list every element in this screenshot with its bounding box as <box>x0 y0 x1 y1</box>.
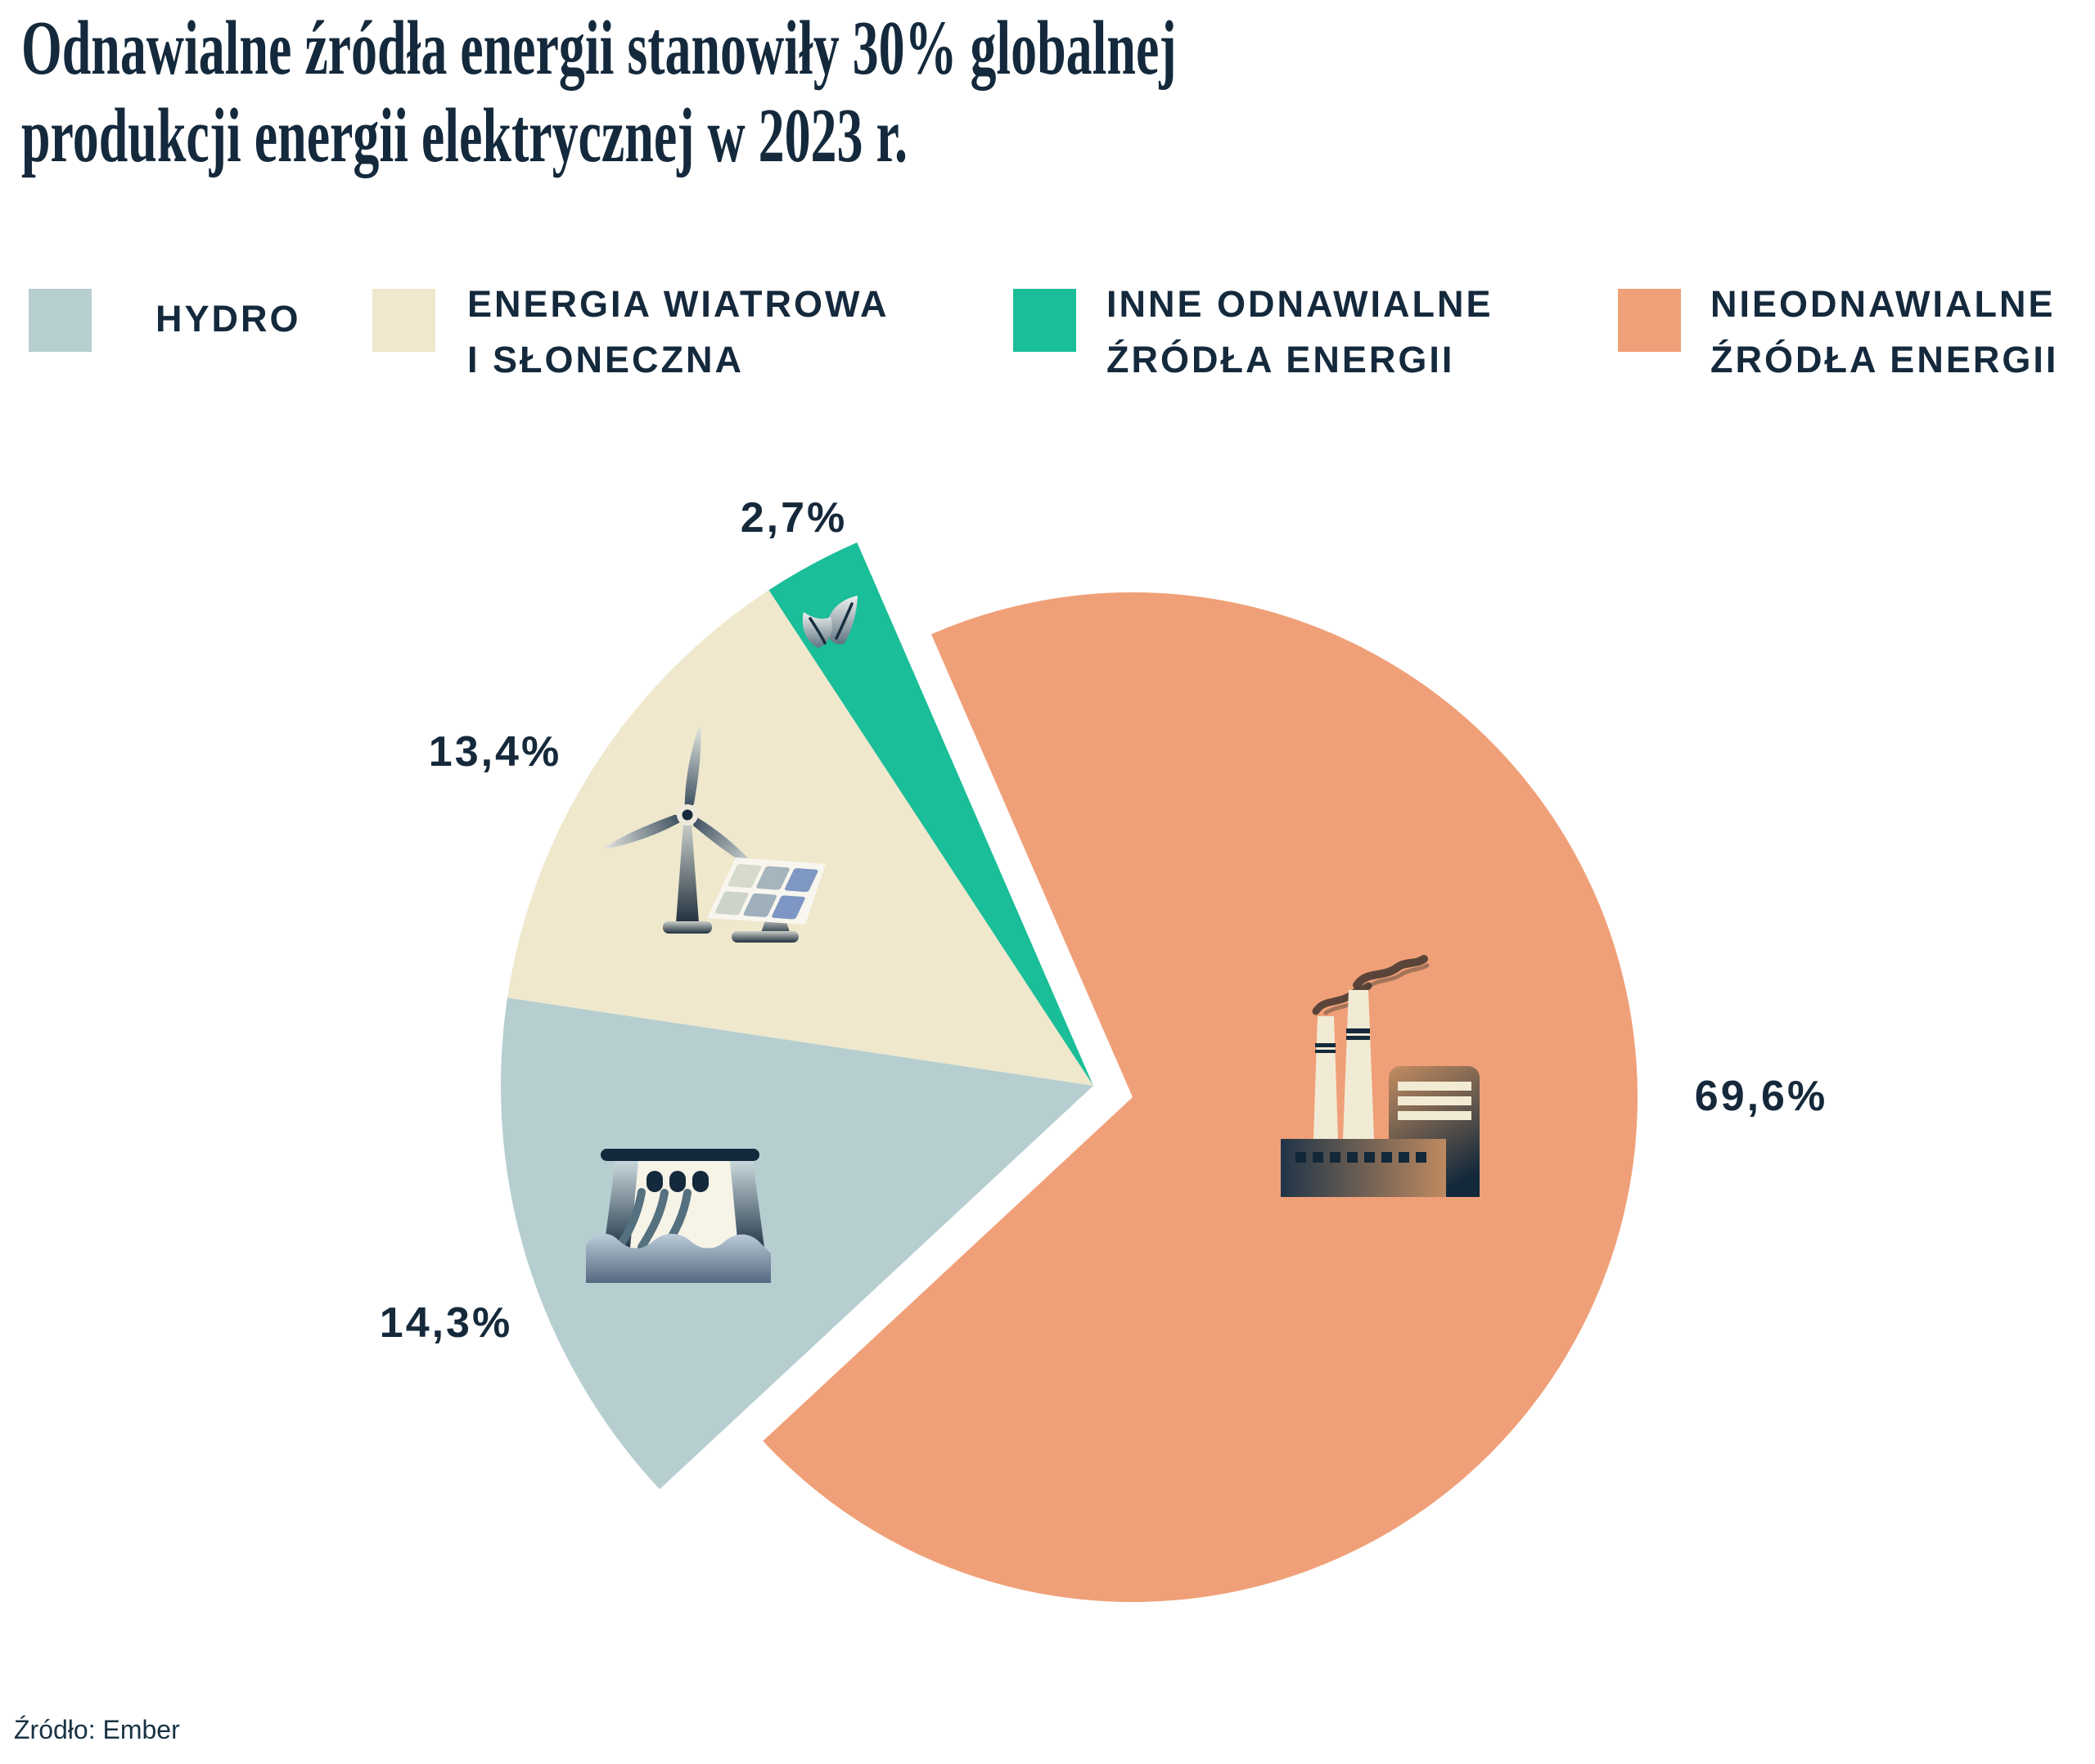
pct-label-hydro: 14,3% <box>379 1299 513 1347</box>
factory-window <box>1399 1152 1409 1163</box>
factory-window <box>1295 1152 1306 1163</box>
factory-window <box>1347 1152 1358 1163</box>
legend-label-line: ŹRÓDŁA ENERGII <box>1106 339 1455 380</box>
legend-item-wind-solar: ENERGIA WIATROWA I SŁONECZNA <box>372 283 889 388</box>
legend-label-line: NIEODNAWIALNE <box>1710 283 2056 325</box>
pie-slices <box>500 542 1638 1603</box>
legend-swatch-wind-solar <box>372 289 435 352</box>
title-line-2: produkcji energii elektrycznej w 2023 r. <box>21 93 908 178</box>
factory-windows <box>1295 1152 1426 1163</box>
chimney <box>1343 990 1374 1139</box>
legend-item-hydro: HYDRO <box>29 289 301 352</box>
legend-label-line: HYDRO <box>155 298 301 340</box>
solar-panel-icon <box>707 857 826 943</box>
pie-slice-wind_solar <box>507 590 1093 1086</box>
source-note: Źródło: Ember <box>14 1715 180 1744</box>
solar-cells <box>714 864 818 920</box>
pie-slice-other_renewables <box>768 542 1093 1086</box>
main-building <box>1281 1139 1446 1197</box>
factory-window <box>1330 1152 1340 1163</box>
factory-window <box>1364 1152 1375 1163</box>
factory-window <box>1416 1152 1426 1163</box>
legend-item-nonrenewable: NIEODNAWIALNE ŹRÓDŁA ENERGII <box>1618 283 2058 388</box>
legend-swatch-nonrenewable <box>1618 289 1681 352</box>
leaf-icon <box>802 596 858 648</box>
pie-slice-hydro <box>500 997 1093 1490</box>
legend-label-hydro: HYDRO <box>155 291 301 347</box>
factory-window <box>1381 1152 1392 1163</box>
legend-label-other-renewables: INNE ODNAWIALNE ŹRÓDŁA ENERGII <box>1106 277 1494 388</box>
wind-turbine-solar-panel-icon <box>602 724 826 943</box>
title-line-1: Odnawialne źródła energii stanowiły 30% … <box>21 6 1177 91</box>
legend-label-line: ŹRÓDŁA ENERGII <box>1710 339 2059 380</box>
legend-label-line: I SŁONECZNA <box>467 339 745 380</box>
pie-slice-nonrenewable <box>763 592 1638 1603</box>
hydro-dam-icon <box>586 1149 771 1283</box>
legend-swatch-other-renewables <box>1013 289 1076 352</box>
pct-label-nonrenewable: 69,6% <box>1694 1073 1828 1120</box>
pct-label-other-renewables: 2,7% <box>740 494 848 542</box>
factory-icon <box>1281 955 1480 1197</box>
pct-label-wind-solar: 13,4% <box>428 728 562 776</box>
factory-window <box>1313 1152 1323 1163</box>
legend-label-line: ENERGIA WIATROWA <box>467 283 890 325</box>
wind-turbine-icon <box>602 724 760 934</box>
page-title: Odnawialne źródła energii stanowiły 30% … <box>21 5 1177 180</box>
turbine-blades <box>602 724 760 871</box>
legend-label-line: INNE ODNAWIALNE <box>1106 283 1494 325</box>
legend-label-wind-solar: ENERGIA WIATROWA I SŁONECZNA <box>467 277 889 388</box>
chimney <box>1313 1016 1338 1139</box>
legend-label-nonrenewable: NIEODNAWIALNE ŹRÓDŁA ENERGII <box>1710 277 2058 388</box>
legend-swatch-hydro <box>29 289 92 352</box>
legend-item-other-renewables: INNE ODNAWIALNE ŹRÓDŁA ENERGII <box>1013 283 1494 388</box>
